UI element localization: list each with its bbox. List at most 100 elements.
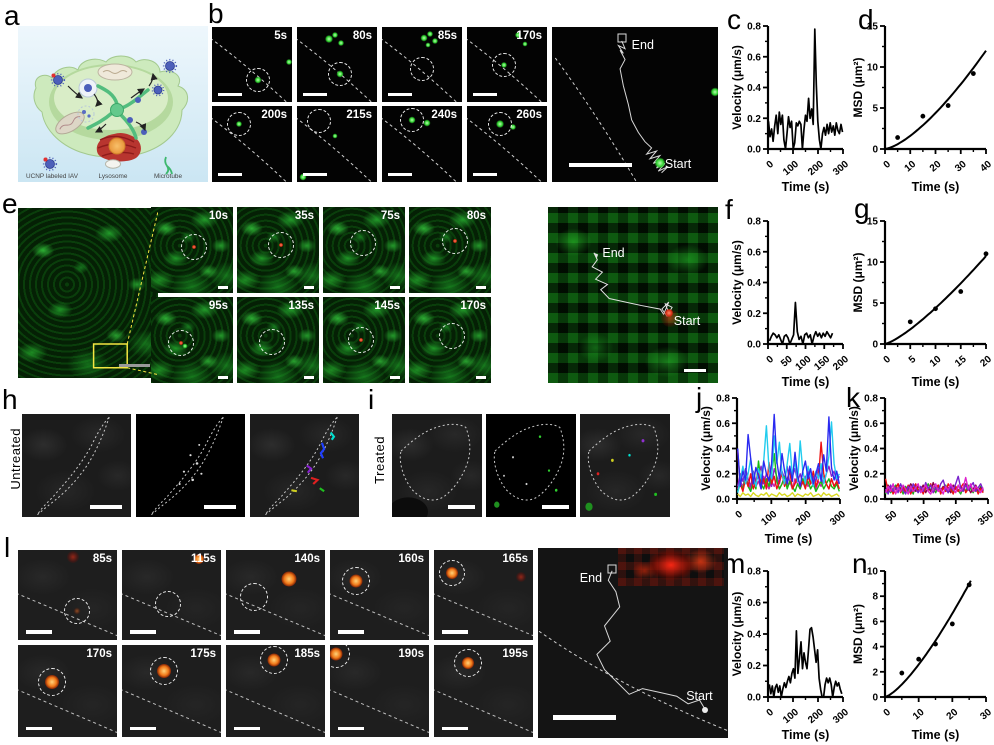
scale-bar [447,504,475,509]
chart-g-msd: 0 5 10 15 0 5 10 15 20 MSD (μm²) Time (s) [851,217,994,390]
scale-bar [337,726,364,731]
mitochondrion-icon [97,63,133,81]
x-tick-label: 150 [912,509,932,528]
fit-curve [884,580,972,698]
panel-b-frame-grid: 5s 80s 85s 170s 200s 215s 240s 260s [212,27,547,182]
tracking-circle [441,228,468,255]
cell-boundary-dashed [212,38,288,102]
frame-timestamp: 115s [191,553,216,565]
tracking-circle [438,560,465,587]
microscopy-frame: 170s [409,297,491,383]
chart-n-msd: 0 2 4 6 8 10 0 10 20 30 MSD (μm²) Time (s) [851,567,994,743]
microscopy-frame: 75s [323,207,405,293]
panel-label-l: l [4,532,11,563]
x-tick-label: 5 [907,354,919,366]
x-axis-label: Time (s) [912,180,960,194]
particle-signal-dot [299,173,307,181]
frame-timestamp: 135s [288,300,314,312]
tracking-circle [246,67,271,92]
frame-timestamp: 80s [466,210,486,222]
tracking-circle [149,656,178,685]
scale-bar [303,93,328,96]
end-marker [607,564,617,574]
y-tick-label: 0.4 [716,444,730,455]
y-tick-label: 10 [867,567,879,578]
virus-icon [151,83,165,97]
y-axis-label: Velocity (μm/s) [730,45,744,130]
nucleolus-icon [108,137,126,155]
x-tick-label: 250 [944,509,964,528]
x-tick-label: 200 [794,509,814,528]
virus-in-endosome [84,84,92,92]
y-axis-label: Velocity (μm/s) [699,406,713,491]
x-tick-label: 20 [978,354,994,370]
transport-arrow [94,123,107,133]
fit-curve [884,50,987,150]
panel-label-f: f [725,194,733,225]
transport-arrow [67,85,83,99]
scale-bar [390,286,401,289]
x-tick-label: 50 [779,354,795,370]
scale-bar [441,630,468,634]
microscopy-frame: 145s [323,297,405,383]
microscopy-frame: 80s [297,27,377,102]
x-tick-label: 100 [781,159,801,178]
y-tick-label: 0.8 [864,394,878,405]
frame-timestamp: 170s [86,648,112,660]
microscopy-frame: 140s [226,550,325,640]
end-label: End [579,570,603,585]
zoom-guide-lines [127,211,158,374]
y-tick-label: 15 [867,217,879,228]
x-tick-label: 0 [765,707,777,719]
data-point [899,670,905,676]
scale-bar [388,93,413,96]
panel-l-trajectory-image: End Start [538,548,728,738]
x-tick-label: 150 [812,354,832,373]
panel-label-k: k [846,382,860,413]
scale-bar [218,93,243,96]
virus-icon [162,58,178,74]
cell-boundary-dashed [330,593,429,636]
microscopy-frame: 165s [434,550,533,640]
end-label: End [631,37,654,52]
series-track-magenta [884,476,984,495]
data-point [983,251,989,257]
data-point [933,641,938,647]
frame-timestamp: 200s [261,109,287,121]
particle-signal-dot [431,37,438,44]
y-tick-label: 0 [872,145,878,156]
start-label: Start [686,688,713,703]
panel-b-trajectory-image: End Start [552,27,718,182]
cell-outline-dashed [151,417,223,515]
y-tick-label: 0.2 [747,114,761,125]
ucnp-dot [51,73,56,78]
microscopy-frame: 200s [212,106,292,182]
particle-signal-dot [510,124,517,131]
x-tick-label: 0 [765,159,777,171]
particle-signal-dot [281,571,297,587]
chart-d-msd: 0 5 10 15 0 10 20 30 40 MSD (μm²) Time (s) [851,22,994,195]
cell-boundary-dashed [434,593,533,636]
series-track-yellow [737,491,840,498]
data-point [920,113,926,119]
scale-bar [388,172,413,176]
frame-timestamp: 195s [502,648,528,660]
mtoc-icon [110,103,124,117]
y-tick-label: 0.8 [747,22,761,33]
virus-icon [50,72,66,88]
particle-dots [494,435,558,508]
x-tick-label: 30 [953,159,969,175]
particle-signal-dot [338,39,344,46]
y-tick-label: 0.0 [747,145,761,156]
frame-timestamp: 170s [460,300,486,312]
start-marker [702,706,709,713]
x-axis-label: Time (s) [782,375,830,389]
frame-timestamp: 85s [437,30,457,42]
panel-label-n: n [852,548,868,579]
microscopy-frame: 35s [237,207,319,293]
legend-lysosome-icon [105,159,121,169]
axes [766,221,843,346]
microscopy-frame: 170s [467,27,547,102]
axes [883,221,986,346]
y-tick-label: 0.8 [747,217,761,228]
